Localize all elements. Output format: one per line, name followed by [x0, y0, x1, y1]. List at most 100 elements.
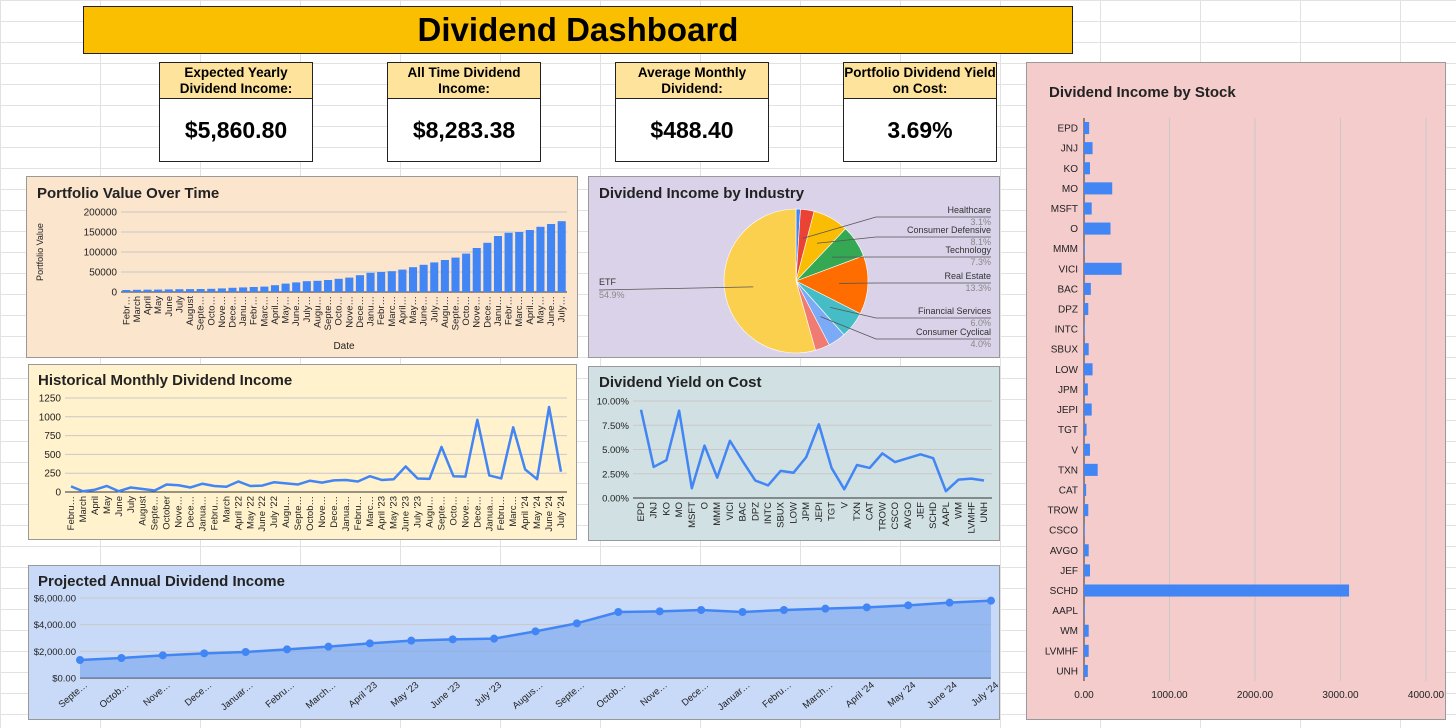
x-tick-label: Febru…: [353, 496, 364, 530]
bar: [1084, 202, 1092, 215]
bar: [132, 289, 141, 292]
bar: [270, 285, 280, 292]
slice-percent: 8.1%: [970, 237, 991, 247]
x-tick-label: May: [153, 296, 164, 314]
y-tick-label: $0.00: [52, 674, 76, 685]
y-tick-label: $2,000.00: [34, 647, 76, 658]
data-point: [324, 642, 333, 651]
x-tick-label: LOW: [788, 502, 799, 524]
y-tick-label: O: [1070, 224, 1078, 235]
bar: [387, 271, 396, 292]
x-tick-label: Marc…: [514, 296, 525, 327]
bar: [1084, 564, 1090, 577]
bar: [1084, 463, 1098, 476]
bar: [1084, 142, 1093, 155]
x-tick-label: May…: [281, 296, 292, 323]
x-tick-label: MMM: [712, 502, 723, 526]
x-tick-label: August: [185, 296, 196, 326]
x-tick-label: UNH: [979, 502, 990, 523]
x-tick-label: AAPL: [941, 502, 952, 526]
x-tick-label: O: [700, 502, 711, 509]
x-tick-label: Nove…: [472, 296, 483, 328]
bar: [143, 289, 152, 292]
bar: [1084, 504, 1089, 517]
x-tick-label: DPZ: [750, 502, 761, 521]
x-tick-label: Septe…: [150, 496, 161, 530]
industry-chart-panel: Dividend Income by Industry Healthcare 3.…: [588, 176, 1000, 358]
monthly-chart-panel: Historical Monthly Dividend Income 0 250 5…: [28, 364, 577, 540]
bar: [493, 236, 503, 292]
slice-percent: 4.0%: [970, 339, 991, 349]
x-tick-label: June '23: [401, 496, 412, 532]
data-point: [490, 634, 499, 643]
kpi-value: $488.40: [650, 116, 734, 143]
x-tick-label: Nove…: [217, 296, 228, 328]
x-tick-label: Nove…: [344, 296, 355, 328]
bar: [313, 280, 322, 292]
dashboard-title: Dividend Dashboard: [83, 6, 1073, 54]
bar: [228, 287, 237, 292]
industry-chart: Healthcare 3.1%Consumer Defensive 8.1%Tech…: [598, 205, 991, 354]
x-tick-label: Janua…: [484, 496, 495, 531]
x-tick-label: CAT: [865, 502, 876, 520]
x-tick-label: July '23: [413, 496, 424, 528]
x-tick-label: April…: [397, 296, 408, 325]
bar: [1084, 544, 1089, 557]
series-line: [70, 405, 563, 493]
bar: [334, 278, 343, 292]
x-tick-label: June…: [546, 296, 557, 326]
chart-title: Projected Annual Dividend Income: [38, 573, 285, 590]
leader-line: [830, 306, 991, 319]
x-tick-label: 0.00: [1074, 690, 1094, 701]
y-tick-label: 150000: [84, 228, 118, 239]
y-tick-label: LVMHF: [1045, 646, 1078, 657]
bar: [483, 242, 492, 292]
bar: [1084, 262, 1122, 275]
x-tick-label: June '24: [925, 680, 959, 711]
x-tick-label: WM: [954, 502, 965, 519]
bar: [164, 289, 173, 292]
x-tick-label: Septe…: [451, 296, 462, 330]
data-point: [283, 645, 292, 654]
x-tick-label: Augu…: [440, 296, 451, 328]
x-tick-label: JEF: [915, 502, 926, 519]
x-tick-label: AVGO: [903, 502, 914, 529]
x-tick-label: Dece…: [329, 496, 340, 528]
y-tick-label: JNJ: [1061, 144, 1078, 155]
bar: [525, 230, 534, 292]
x-tick-label: May…: [535, 296, 546, 323]
x-tick-label: LVMHF: [966, 502, 977, 534]
x-tick-label: June…: [291, 296, 302, 326]
series-line: [639, 409, 985, 493]
y-axis-label: Portfolio Value: [35, 223, 45, 281]
y-tick-label: 100000: [84, 248, 118, 259]
x-tick-label: 4000.00: [1408, 690, 1445, 701]
y-tick-label: 0: [111, 288, 117, 299]
x-tick-label: Febru…: [496, 496, 507, 530]
y-tick-label: $4,000.00: [34, 620, 76, 631]
y-tick-label: 50000: [89, 268, 117, 279]
x-tick-label: April: [90, 496, 101, 515]
x-tick-label: 1000.00: [1151, 690, 1188, 701]
slice-percent: 3.1%: [970, 217, 991, 227]
x-tick-label: Dece…: [183, 680, 214, 709]
x-tick-label: June: [114, 496, 125, 517]
y-tick-label: MO: [1062, 184, 1078, 195]
y-tick-label: AVGO: [1050, 546, 1078, 557]
bar: [419, 264, 428, 292]
x-tick-label: TGT: [827, 502, 838, 521]
slice-label: Healthcare: [947, 205, 991, 215]
x-tick-label: Dece…: [355, 296, 366, 328]
x-tick-label: Nove…: [174, 496, 185, 528]
bar: [196, 289, 205, 292]
x-tick-label: April '24: [844, 680, 877, 710]
x-tick-label: Octob…: [305, 496, 316, 531]
x-tick-label: Septe…: [293, 496, 304, 530]
x-tick-label: Nove…: [317, 496, 328, 528]
x-tick-label: Febr…: [376, 296, 387, 325]
bar: [547, 224, 556, 292]
bar: [239, 287, 248, 292]
slice-label: Consumer Cyclical: [916, 327, 991, 337]
